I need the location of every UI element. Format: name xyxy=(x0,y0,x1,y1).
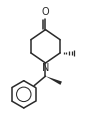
Text: O: O xyxy=(42,7,49,17)
Text: N: N xyxy=(42,63,49,73)
Polygon shape xyxy=(46,76,62,85)
